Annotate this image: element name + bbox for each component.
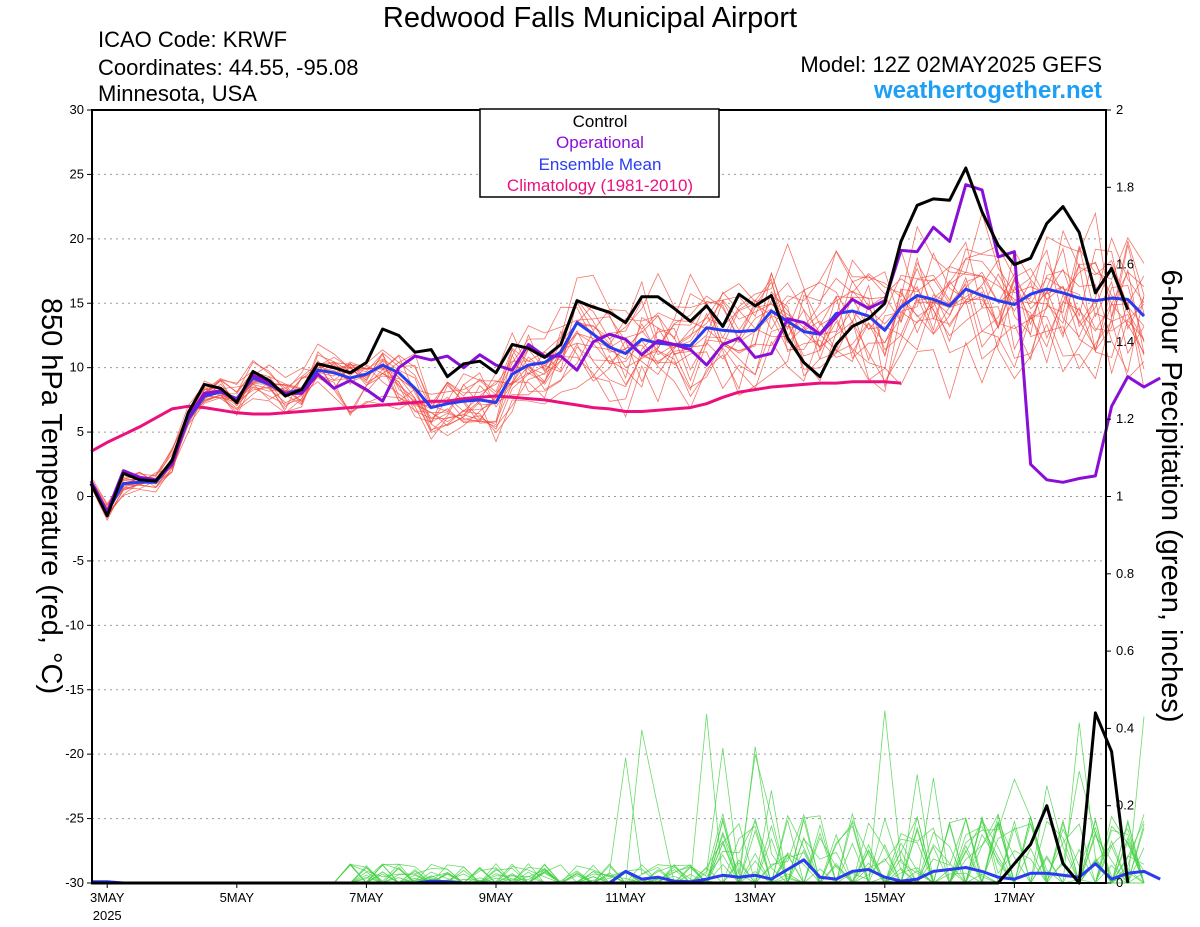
x-tick-label: 7MAY bbox=[349, 890, 384, 905]
climatology-1981-2010-temp-line bbox=[90, 380, 902, 453]
site-link[interactable]: weathertogether.net bbox=[873, 77, 1102, 104]
x-tick-label: 11MAY bbox=[605, 890, 646, 905]
ensemble-member-precip-line bbox=[91, 722, 1144, 885]
y2-tick-label: 2 bbox=[1116, 102, 1123, 117]
y2-tick-label: 1.8 bbox=[1116, 179, 1134, 194]
y-tick-label: -5 bbox=[72, 553, 84, 568]
chart-title: Redwood Falls Municipal Airport bbox=[382, 2, 798, 34]
ensemble-member-precip-line bbox=[91, 716, 1145, 885]
y2-tick-label: 1.6 bbox=[1116, 257, 1134, 272]
y2-tick-label: 0.6 bbox=[1116, 643, 1134, 658]
ensemble-member-precip-line bbox=[91, 713, 1145, 885]
x-tick-label: 15MAY bbox=[864, 890, 906, 905]
y2-tick-label: 0 bbox=[1116, 875, 1123, 890]
ensemble-member-temp-line bbox=[90, 229, 1145, 515]
y-tick-label: -20 bbox=[65, 746, 84, 761]
legend-operational: Operational bbox=[556, 133, 644, 152]
x-tick-year-label: 2025 bbox=[93, 908, 122, 923]
axis-ticks: 302520151050-5-10-15-20-25-3021.81.61.41… bbox=[65, 102, 1134, 923]
y-tick-label: 30 bbox=[70, 102, 84, 117]
location: Minnesota, USA bbox=[98, 81, 257, 106]
control-temp-line bbox=[89, 166, 1130, 518]
icao-code: ICAO Code: KRWF bbox=[98, 27, 288, 52]
x-tick-label: 3MAY bbox=[90, 890, 125, 905]
y-tick-label: -15 bbox=[65, 682, 84, 697]
y-tick-label: 5 bbox=[77, 424, 84, 439]
ensemble-member-temp-line bbox=[90, 272, 1145, 517]
ensemble-member-precip-line bbox=[91, 757, 1145, 884]
legend-climatology: Climatology (1981-2010) bbox=[507, 176, 693, 195]
ensemble-member-temp-line bbox=[90, 256, 1145, 514]
x-tick-label: 5MAY bbox=[220, 890, 255, 905]
legend-control: Control bbox=[573, 112, 628, 131]
x-tick-label: 9MAY bbox=[479, 890, 514, 905]
y-tick-label: 20 bbox=[70, 231, 84, 246]
y2-axis-title: 6-hour Precipitation (green, inches) bbox=[1155, 270, 1187, 723]
y-axis-title: 850 hPa Temperature (red, °C) bbox=[35, 298, 67, 694]
ensemble-members-temp bbox=[90, 211, 1145, 522]
ensemble-member-precip-line bbox=[91, 710, 1145, 884]
y-tick-label: 15 bbox=[70, 295, 84, 310]
y-tick-label: -30 bbox=[65, 875, 84, 890]
operational-temp-line bbox=[89, 183, 1161, 514]
ensemble-member-temp-line bbox=[90, 244, 1145, 519]
y-tick-label: 25 bbox=[70, 166, 84, 181]
ensemble-member-temp-line bbox=[90, 271, 1145, 516]
y-tick-label: 10 bbox=[70, 360, 84, 375]
y2-tick-label: 0.4 bbox=[1116, 720, 1134, 735]
x-tick-label: 13MAY bbox=[734, 890, 776, 905]
legend: Control Operational Ensemble Mean Climat… bbox=[479, 108, 720, 198]
y2-tick-label: 1 bbox=[1116, 489, 1123, 504]
x-tick-label: 17MAY bbox=[994, 890, 1036, 905]
legend-box bbox=[479, 108, 720, 198]
coordinates: Coordinates: 44.55, -95.08 bbox=[98, 55, 359, 80]
y2-tick-label: 0.8 bbox=[1116, 566, 1134, 581]
y2-tick-label: 0.2 bbox=[1116, 798, 1134, 813]
ensemble-members-precip bbox=[91, 710, 1145, 885]
y-tick-label: -25 bbox=[65, 811, 84, 826]
model-run: Model: 12Z 02MAY2025 GEFS bbox=[800, 52, 1102, 77]
ensemble-member-temp-line bbox=[90, 211, 1145, 510]
ensemble-member-temp-line bbox=[90, 225, 1145, 511]
y2-tick-label: 1.2 bbox=[1116, 411, 1134, 426]
ensemble-member-temp-line bbox=[90, 248, 1145, 514]
legend-ensemble-mean: Ensemble Mean bbox=[539, 155, 662, 174]
grid-lines bbox=[92, 173, 1106, 820]
y-tick-label: -10 bbox=[65, 617, 84, 632]
y2-tick-label: 1.4 bbox=[1116, 334, 1134, 349]
y-tick-label: 0 bbox=[77, 489, 84, 504]
ensemble-member-precip-line bbox=[91, 730, 1145, 884]
ensemble-member-temp-line bbox=[90, 211, 1145, 506]
main-series bbox=[89, 166, 1161, 885]
